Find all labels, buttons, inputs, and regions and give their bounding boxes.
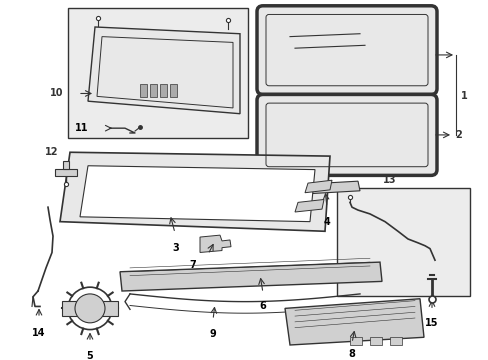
Text: 15: 15 — [425, 318, 438, 328]
Bar — [389, 337, 401, 345]
Bar — [170, 84, 177, 97]
Polygon shape — [80, 166, 314, 222]
Bar — [140, 84, 147, 97]
Text: 13: 13 — [383, 175, 396, 185]
Text: 8: 8 — [348, 349, 355, 359]
Text: 5: 5 — [86, 351, 93, 360]
Polygon shape — [200, 235, 230, 252]
Text: 11: 11 — [74, 123, 88, 133]
Text: 12: 12 — [45, 147, 59, 157]
Bar — [150, 84, 157, 97]
FancyBboxPatch shape — [257, 6, 436, 94]
Bar — [102, 301, 118, 316]
Circle shape — [75, 294, 105, 323]
Bar — [336, 188, 469, 296]
Polygon shape — [294, 199, 324, 212]
Text: 9: 9 — [209, 329, 216, 339]
Text: 14: 14 — [32, 328, 46, 338]
FancyBboxPatch shape — [257, 94, 436, 175]
Text: 4: 4 — [323, 217, 330, 227]
Polygon shape — [60, 152, 329, 231]
Polygon shape — [289, 181, 359, 195]
Bar — [349, 337, 361, 345]
Text: 3: 3 — [172, 243, 179, 253]
Polygon shape — [285, 299, 423, 345]
Polygon shape — [120, 262, 381, 291]
Bar — [55, 168, 77, 176]
Text: 10: 10 — [49, 89, 63, 99]
Polygon shape — [88, 27, 240, 114]
Text: 2: 2 — [454, 130, 461, 140]
Bar — [63, 161, 69, 168]
Bar — [160, 84, 167, 97]
Text: 6: 6 — [259, 301, 266, 311]
Polygon shape — [305, 180, 331, 193]
Bar — [62, 301, 78, 316]
Text: 1: 1 — [460, 91, 467, 102]
Bar — [369, 337, 381, 345]
Bar — [68, 8, 247, 138]
Text: 7: 7 — [189, 260, 196, 270]
